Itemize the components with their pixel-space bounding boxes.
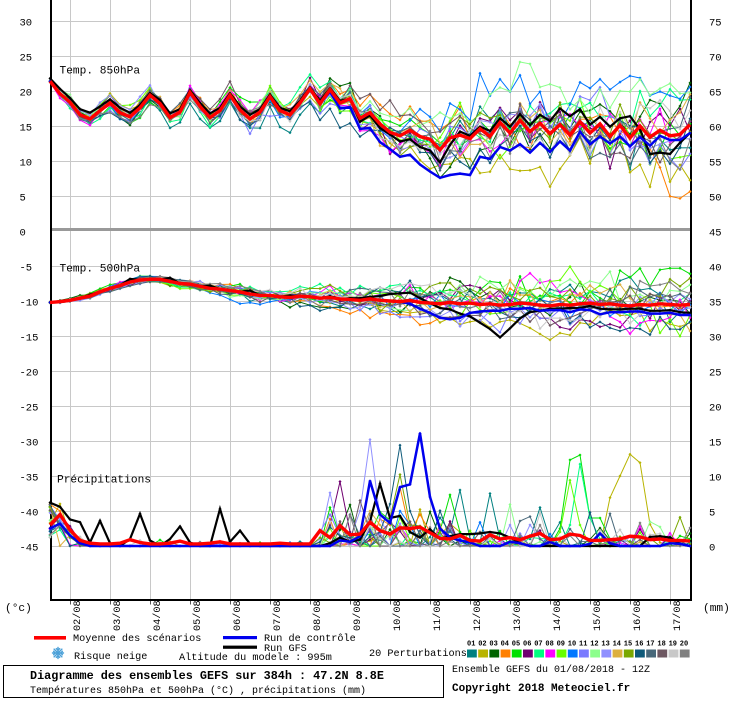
svg-text:16/08: 16/08 — [632, 600, 644, 631]
svg-text:30: 30 — [709, 333, 722, 345]
svg-text:-5: -5 — [20, 263, 33, 275]
svg-text:05: 05 — [512, 641, 520, 649]
svg-text:02: 02 — [478, 641, 486, 649]
svg-text:-20: -20 — [20, 368, 39, 380]
svg-text:40: 40 — [709, 263, 722, 275]
svg-text:06: 06 — [523, 641, 531, 649]
svg-text:25: 25 — [709, 368, 722, 380]
svg-text:17: 17 — [646, 641, 654, 649]
svg-text:0: 0 — [20, 228, 26, 240]
svg-text:07: 07 — [534, 641, 542, 649]
svg-text:11: 11 — [579, 641, 587, 649]
svg-text:Temp. 850hPa: Temp. 850hPa — [60, 66, 141, 78]
svg-text:65: 65 — [709, 88, 722, 100]
svg-text:Temp. 500hPa: Temp. 500hPa — [60, 264, 141, 276]
svg-text:5: 5 — [20, 193, 26, 205]
svg-text:Run GFS: Run GFS — [264, 644, 307, 655]
svg-text:-35: -35 — [20, 473, 39, 485]
svg-text:05/08: 05/08 — [192, 600, 204, 631]
svg-text:70: 70 — [709, 53, 722, 65]
svg-text:Températures 850hPa et 500hPa: Températures 850hPa et 500hPa (°C) , pré… — [30, 685, 366, 697]
svg-text:Ensemble GEFS du 01/08/2018 -: Ensemble GEFS du 01/08/2018 - 12Z — [452, 664, 650, 676]
svg-text:18: 18 — [657, 641, 665, 649]
svg-text:-15: -15 — [20, 333, 39, 345]
svg-text:55: 55 — [709, 158, 722, 170]
svg-text:20: 20 — [20, 88, 33, 100]
svg-text:15/08: 15/08 — [592, 600, 604, 631]
svg-text:10: 10 — [20, 158, 33, 170]
svg-text:20: 20 — [680, 641, 688, 649]
svg-text:-10: -10 — [20, 298, 39, 310]
svg-text:11/08: 11/08 — [432, 600, 444, 631]
svg-text:04/08: 04/08 — [152, 600, 164, 631]
svg-text:15: 15 — [20, 123, 33, 135]
svg-text:0: 0 — [709, 543, 715, 555]
svg-text:60: 60 — [709, 123, 722, 135]
svg-text:10: 10 — [568, 641, 576, 649]
svg-text:Risque neige: Risque neige — [74, 651, 147, 663]
svg-text:10: 10 — [709, 473, 722, 485]
svg-text:01: 01 — [467, 641, 475, 649]
svg-text:50: 50 — [709, 193, 722, 205]
svg-text:(mm): (mm) — [703, 603, 730, 615]
svg-text:02/08: 02/08 — [72, 600, 84, 631]
svg-text:09: 09 — [557, 641, 565, 649]
svg-text:30: 30 — [20, 18, 33, 30]
svg-text:13/08: 13/08 — [512, 600, 524, 631]
svg-text:06/08: 06/08 — [232, 600, 244, 631]
svg-text:19: 19 — [669, 641, 677, 649]
svg-text:17/08: 17/08 — [672, 600, 684, 631]
svg-text:35: 35 — [709, 298, 722, 310]
svg-text:Moyenne des scénarios: Moyenne des scénarios — [73, 633, 201, 645]
svg-text:20 Perturbations: 20 Perturbations — [369, 648, 467, 660]
svg-text:16: 16 — [635, 641, 643, 649]
svg-text:15: 15 — [709, 438, 722, 450]
svg-text:Copyright 2018 Meteociel.fr: Copyright 2018 Meteociel.fr — [452, 683, 630, 695]
svg-text:25: 25 — [20, 53, 33, 65]
svg-text:Run de contrôle: Run de contrôle — [264, 633, 356, 645]
svg-text:08: 08 — [545, 641, 553, 649]
svg-text:20: 20 — [709, 403, 722, 415]
svg-text:07/08: 07/08 — [272, 600, 284, 631]
svg-text:14: 14 — [613, 641, 621, 649]
svg-text:09/08: 09/08 — [352, 600, 364, 631]
svg-text:-40: -40 — [20, 508, 39, 520]
svg-text:45: 45 — [709, 228, 722, 240]
svg-text:03/08: 03/08 — [112, 600, 124, 631]
svg-text:Altitude du modele : 995m: Altitude du modele : 995m — [179, 652, 332, 664]
svg-text:14/08: 14/08 — [552, 600, 564, 631]
svg-text:75: 75 — [709, 18, 722, 30]
svg-text:15: 15 — [624, 641, 632, 649]
svg-text:04: 04 — [501, 641, 509, 649]
svg-text:(°c): (°c) — [5, 603, 32, 615]
svg-text:5: 5 — [709, 508, 715, 520]
svg-text:12: 12 — [590, 641, 598, 649]
svg-text:08/08: 08/08 — [312, 600, 324, 631]
svg-text:-25: -25 — [20, 403, 39, 415]
svg-text:-45: -45 — [20, 543, 39, 555]
svg-text:13: 13 — [601, 641, 609, 649]
svg-text:-30: -30 — [20, 438, 39, 450]
svg-text:Diagramme des ensembles GEFS s: Diagramme des ensembles GEFS sur 384h : … — [30, 669, 384, 683]
svg-text:10/08: 10/08 — [392, 600, 404, 631]
svg-text:03: 03 — [489, 641, 497, 649]
svg-text:Précipitations: Précipitations — [57, 475, 151, 487]
svg-text:12/08: 12/08 — [472, 600, 484, 631]
